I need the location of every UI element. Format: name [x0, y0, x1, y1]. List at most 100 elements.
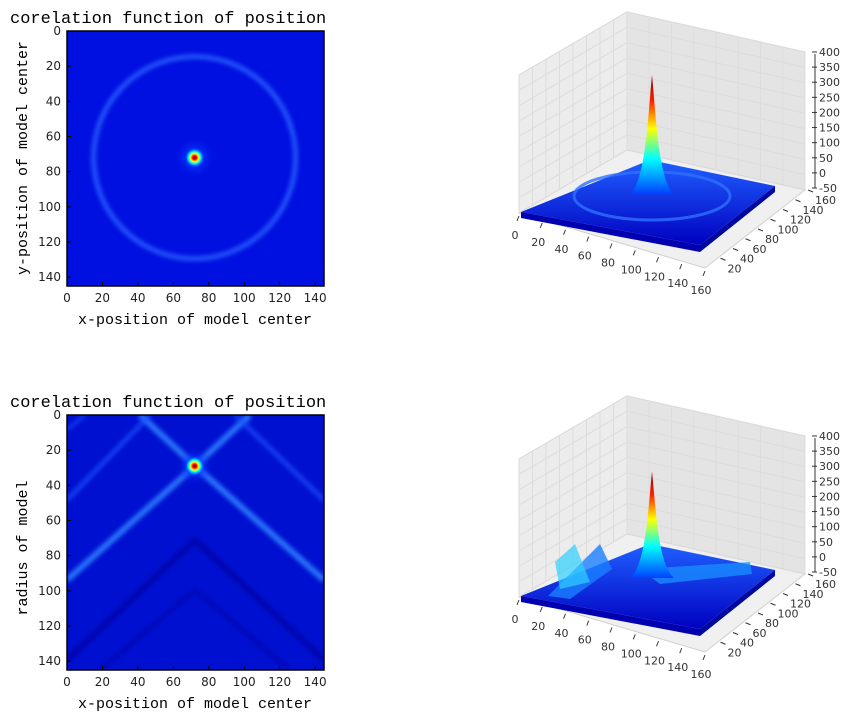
y-tick-label-140: 140: [38, 654, 61, 668]
z-tick-label-250: 250: [819, 91, 840, 104]
x-tick-label-140: 140: [667, 277, 688, 290]
x-tick-label-100: 100: [621, 647, 642, 660]
x-tick-mark-40: [563, 229, 566, 235]
y-tick-label-160: 160: [815, 578, 836, 591]
x-tick-label-140: 140: [304, 675, 327, 689]
y-tick-label-40: 40: [46, 478, 61, 492]
y-tick-mark-120: [782, 593, 789, 596]
z-tick-label-400: 400: [819, 430, 840, 443]
z-tick-label-400: 400: [819, 46, 840, 59]
y-tick-label-100: 100: [778, 223, 799, 236]
x-tick-label-40: 40: [555, 243, 569, 256]
heatmap-radius-diagonals: [67, 415, 324, 670]
surface-side-edge: [700, 186, 775, 252]
x-tick-label-120: 120: [268, 291, 291, 305]
x-tick-mark-80: [609, 243, 613, 249]
surface-grid: [518, 11, 806, 214]
y-tick-label-0: 0: [53, 24, 61, 38]
y-tick-label-120: 120: [38, 235, 61, 249]
y-tick-mark-120: [782, 209, 789, 212]
x-tick-label-160: 160: [691, 668, 712, 681]
x-tick-label-0: 0: [63, 291, 71, 305]
heatmap-radius: corelation function of position 0 20 40 60 8…: [10, 394, 327, 713]
y-tick-label-100: 100: [778, 607, 799, 620]
x-tick-label-20: 20: [531, 236, 545, 249]
surface-peak: [630, 75, 674, 194]
x-tick-label-140: 140: [667, 661, 688, 674]
heatmap-radius-peak: [184, 456, 205, 476]
heatmap-radius-xlabel: x-position of model center: [78, 696, 312, 713]
surface-z-axis: -50 0 50 100 150 200 250 300 350 400: [812, 430, 840, 579]
x-tick-mark-80: [609, 627, 613, 633]
y-tick-label-60: 60: [753, 243, 767, 256]
y-tick-label-60: 60: [753, 627, 767, 640]
surface-side-edge: [700, 570, 775, 636]
z-tick-label--50: -50: [819, 566, 837, 579]
z-tick-label-100: 100: [819, 137, 840, 150]
x-tick-label-80: 80: [201, 675, 216, 689]
x-tick-mark-120: [656, 641, 659, 647]
y-tick-label-80: 80: [765, 233, 779, 246]
x-tick-label-40: 40: [130, 291, 145, 305]
y-tick-mark-80: [757, 612, 764, 616]
heatmap-position-frame: [66, 30, 325, 287]
z-tick-label-200: 200: [819, 106, 840, 119]
y-tick-mark-40: [732, 632, 739, 635]
x-tick-mark-120: [656, 257, 659, 263]
y-tick-mark-160: [807, 573, 814, 577]
heatmap-radius-frame: [66, 414, 325, 671]
z-tick-label-50: 50: [819, 536, 833, 549]
heatmap-position-ylabel: y-position of model center: [15, 41, 32, 275]
y-tick-label-40: 40: [740, 637, 754, 650]
x-tick-label-80: 80: [601, 257, 615, 270]
x-tick-label-60: 60: [578, 250, 592, 263]
x-tick-label-100: 100: [233, 675, 256, 689]
z-tick-label-350: 350: [819, 61, 840, 74]
surface-z-axis: -50 0 50 100 150 200 250 300 350 400: [812, 46, 840, 195]
y-tick-label-80: 80: [765, 617, 779, 630]
surface-ridge-secondary: [555, 544, 590, 589]
y-tick-mark-140: [795, 199, 801, 203]
heatmap-position-peak: [184, 147, 205, 168]
surface-radius: -500501001502002503003504000204060801001…: [512, 395, 840, 681]
x-tick-mark-60: [586, 236, 590, 242]
x-tick-mark-100: [632, 634, 636, 640]
z-tick-label--50: -50: [819, 182, 837, 195]
z-tick-label-300: 300: [819, 460, 840, 473]
x-tick-label-0: 0: [63, 675, 71, 689]
y-tick-label-20: 20: [728, 646, 742, 659]
y-tick-label-0: 0: [53, 408, 61, 422]
y-tick-label-80: 80: [46, 165, 61, 179]
x-tick-label-40: 40: [130, 675, 145, 689]
x-tick-label-140: 140: [304, 291, 327, 305]
x-tick-mark-60: [586, 620, 590, 626]
heatmap-position: corelation function of position 0 20 40 60 8…: [10, 10, 327, 329]
x-tick-mark-160: [702, 654, 706, 661]
y-tick-mark-20: [720, 641, 726, 645]
x-tick-mark-20: [539, 606, 543, 613]
x-tick-label-100: 100: [621, 263, 642, 276]
z-tick-label-150: 150: [819, 506, 840, 519]
surface-peak: [630, 471, 674, 578]
z-tick-label-50: 50: [819, 152, 833, 165]
y-tick-mark-60: [745, 238, 751, 242]
x-tick-label-100: 100: [233, 291, 256, 305]
y-tick-label-40: 40: [740, 253, 754, 266]
x-tick-mark-140: [679, 647, 683, 654]
x-tick-label-160: 160: [691, 284, 712, 297]
x-tick-label-120: 120: [644, 654, 665, 667]
x-tick-label-120: 120: [268, 675, 291, 689]
surface-grid: [518, 395, 806, 598]
y-tick-label-80: 80: [46, 549, 61, 563]
y-tick-label-40: 40: [46, 94, 61, 108]
y-tick-mark-60: [745, 622, 751, 626]
x-tick-label-0: 0: [512, 229, 519, 242]
y-tick-label-60: 60: [46, 514, 61, 528]
x-tick-mark-100: [632, 250, 636, 256]
x-tick-label-120: 120: [644, 270, 665, 283]
z-tick-label-250: 250: [819, 475, 840, 488]
y-tick-label-140: 140: [803, 588, 824, 601]
